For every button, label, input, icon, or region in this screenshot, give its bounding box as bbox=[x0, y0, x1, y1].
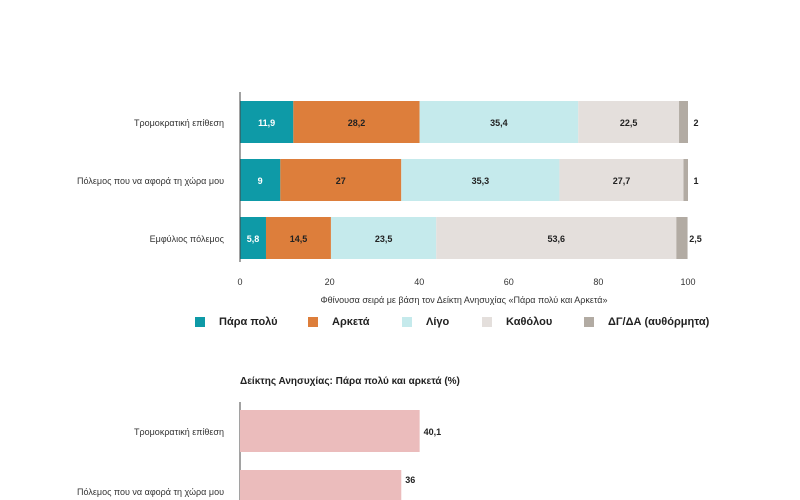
data-label: 2 bbox=[693, 118, 698, 128]
category-label: Πόλεμος που να αφορά τη χώρα μου bbox=[77, 487, 224, 497]
bar-segment bbox=[578, 101, 680, 143]
data-label: 28,2 bbox=[348, 118, 366, 128]
data-label: 11,9 bbox=[258, 118, 275, 128]
data-label: 36 bbox=[405, 475, 415, 485]
x-tick-label: 20 bbox=[325, 277, 335, 287]
legend-item-arketa: Αρκετά bbox=[308, 316, 369, 328]
bar-segment bbox=[676, 217, 688, 259]
bar-segment bbox=[559, 159, 684, 201]
legend-swatch bbox=[402, 317, 412, 327]
legend-label: Λίγο bbox=[426, 316, 450, 328]
legend-label: Καθόλου bbox=[506, 316, 553, 328]
legend-item-ligo: Λίγο bbox=[402, 316, 449, 328]
data-label: 1 bbox=[693, 176, 698, 186]
legend-swatch bbox=[308, 317, 318, 327]
legend-swatch bbox=[584, 317, 594, 327]
data-label: 2,5 bbox=[689, 234, 702, 244]
legend-label: Αρκετά bbox=[332, 316, 370, 328]
bar-segment bbox=[401, 159, 560, 201]
bar-segment bbox=[240, 159, 281, 201]
data-label: 5,8 bbox=[247, 234, 260, 244]
index-bar bbox=[240, 470, 402, 500]
data-label: 35,4 bbox=[490, 118, 508, 128]
legend: Πάρα πολύ Αρκετά Λίγο Καθόλου ΔΓ/ΔΑ (αυθ… bbox=[0, 316, 800, 336]
bar-segment bbox=[265, 217, 331, 259]
x-tick-label: 60 bbox=[504, 277, 514, 287]
legend-item-katholou: Καθόλου bbox=[482, 316, 552, 328]
data-label: 23,5 bbox=[375, 234, 393, 244]
stacked-bar-chart: Τρομοκρατική επίθεση 11,9 28,2 35,4 22,5 2 Πόλ… bbox=[77, 92, 702, 305]
legend-swatch bbox=[195, 317, 205, 327]
bar-segment bbox=[436, 217, 677, 259]
bar-segment bbox=[679, 101, 688, 143]
bar-segment bbox=[293, 101, 420, 143]
x-tick-label: 80 bbox=[593, 277, 603, 287]
bar-segment bbox=[683, 159, 688, 201]
legend-label: ΔΓ/ΔΑ (αυθόρμητα) bbox=[608, 316, 710, 328]
x-tick-label: 40 bbox=[414, 277, 424, 287]
bar-segment bbox=[280, 159, 402, 201]
legend-item-para-poly: Πάρα πολύ bbox=[195, 316, 278, 328]
legend-swatch bbox=[482, 317, 492, 327]
legend-item-dg-da: ΔΓ/ΔΑ (αυθόρμητα) bbox=[584, 316, 709, 328]
data-label: 9 bbox=[258, 176, 263, 186]
category-label: Τρομοκρατική επίθεση bbox=[134, 427, 224, 437]
data-label: 14,5 bbox=[290, 234, 308, 244]
bar-segment bbox=[240, 101, 294, 143]
bar-segment bbox=[240, 217, 266, 259]
data-label: 27 bbox=[336, 176, 346, 186]
index-bar bbox=[240, 410, 420, 452]
data-label: 27,7 bbox=[613, 176, 631, 186]
bar-segment bbox=[419, 101, 579, 143]
x-axis-title: Φθίνουσα σειρά με βάση τον Δείκτη Ανησυχ… bbox=[320, 295, 607, 305]
category-label: Πόλεμος που να αφορά τη χώρα μου bbox=[77, 176, 224, 186]
x-tick-label: 100 bbox=[680, 277, 695, 287]
data-label: 35,3 bbox=[472, 176, 490, 186]
category-label: Εμφύλιος πόλεμος bbox=[150, 234, 225, 244]
category-label: Τρομοκρατική επίθεση bbox=[134, 118, 224, 128]
index-chart-title: Δείκτης Ανησυχίας: Πάρα πολύ και αρκετά … bbox=[240, 376, 460, 387]
bar-segment bbox=[330, 217, 437, 259]
data-label: 53,6 bbox=[548, 234, 566, 244]
data-label: 22,5 bbox=[620, 118, 638, 128]
data-label: 40,1 bbox=[424, 427, 442, 437]
x-tick-label: 0 bbox=[237, 277, 242, 287]
legend-label: Πάρα πολύ bbox=[219, 316, 278, 328]
